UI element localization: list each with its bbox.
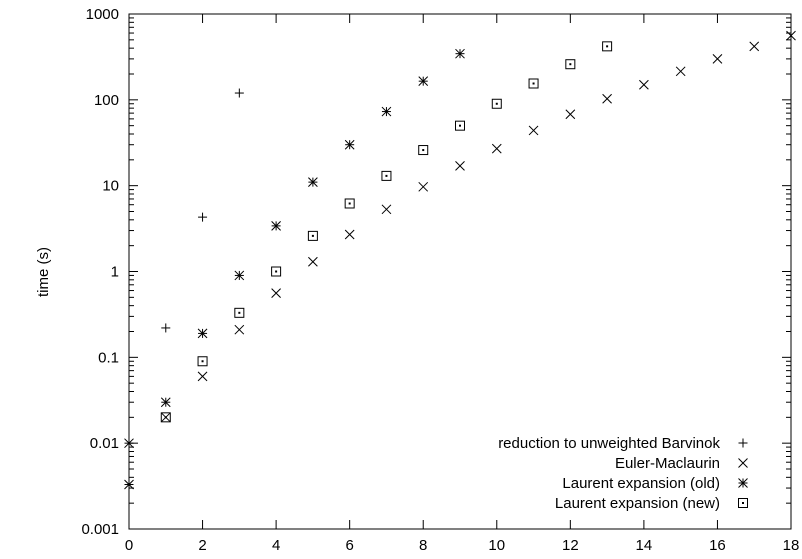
data-point [160, 412, 171, 423]
series [124, 88, 244, 448]
data-point [675, 66, 686, 77]
legend-label: reduction to unweighted Barvinok [498, 435, 720, 452]
data-point [344, 229, 355, 240]
x-tick-label: 12 [562, 537, 579, 554]
data-point [565, 59, 576, 70]
data-point [528, 78, 539, 89]
x-tick-label: 6 [345, 537, 353, 554]
legend-marker [738, 458, 748, 468]
data-point [308, 177, 318, 187]
data-point [602, 93, 612, 104]
x-tick-labels: 0 2 4 6 8 10 12 14 16 18 [125, 537, 800, 554]
x-tick-label: 8 [419, 537, 427, 554]
y-tick-label: 100 [94, 92, 119, 109]
data-point [124, 438, 134, 449]
data-point [271, 266, 282, 277]
data-point [234, 270, 245, 281]
data-point [197, 356, 208, 367]
y-tick-label: 0.001 [81, 521, 119, 538]
data-point [160, 397, 171, 408]
data-point [602, 41, 613, 52]
data-point [197, 328, 208, 339]
data-point [161, 323, 171, 333]
data-point [344, 139, 355, 150]
x-tick-label: 4 [272, 537, 280, 554]
data-point [381, 106, 392, 117]
data-point [381, 170, 392, 181]
data-point [528, 125, 539, 136]
x-tick-label: 10 [488, 537, 505, 554]
legend-marker [738, 478, 748, 488]
data-point [455, 120, 465, 131]
data-points [124, 30, 796, 490]
data-point [124, 479, 134, 490]
legend: reduction to unweighted Barvinok Euler-Ma… [498, 435, 748, 512]
x-tick-label: 16 [709, 537, 726, 554]
data-point [418, 145, 429, 156]
data-point [307, 230, 318, 241]
y-tick-label: 10 [102, 178, 119, 195]
legend-label: Laurent expansion (old) [562, 475, 720, 492]
legend-marker [738, 498, 748, 508]
x-tick-label: 18 [783, 537, 800, 554]
y-tick-label: 0.01 [90, 435, 119, 452]
data-point [234, 307, 245, 318]
data-point [639, 79, 649, 90]
x-tick-label: 2 [198, 537, 206, 554]
data-point [491, 98, 502, 109]
x-tick-label: 14 [636, 537, 653, 554]
x-tick-label: 0 [125, 537, 133, 554]
series [124, 30, 796, 449]
axis-ticks [128, 13, 792, 530]
data-point [455, 48, 465, 59]
data-point [271, 288, 281, 298]
y-axis-label: time (s) [35, 247, 52, 297]
series [160, 41, 613, 423]
legend-label: Laurent expansion (new) [555, 495, 720, 512]
data-point [344, 198, 355, 209]
data-point [271, 221, 281, 231]
y-tick-label: 0.1 [98, 349, 119, 366]
series [124, 48, 465, 490]
data-point [712, 54, 723, 64]
data-point [198, 212, 208, 222]
data-point [234, 324, 245, 335]
data-point [749, 41, 760, 52]
y-tick-labels: 0.001 0.01 0.1 1 10 100 1000 [81, 6, 119, 538]
data-point [381, 204, 392, 215]
data-point [234, 88, 244, 98]
data-point [565, 109, 576, 120]
legend-marker [738, 438, 748, 448]
data-point [418, 181, 429, 192]
y-tick-label: 1 [111, 264, 119, 281]
legend-label: Euler-Maclaurin [615, 455, 720, 472]
y-tick-label: 1000 [86, 6, 119, 23]
data-point [491, 143, 502, 154]
data-point [418, 76, 429, 87]
data-point [455, 161, 465, 171]
data-point [786, 30, 796, 41]
data-point [197, 371, 208, 382]
data-point [308, 256, 318, 267]
